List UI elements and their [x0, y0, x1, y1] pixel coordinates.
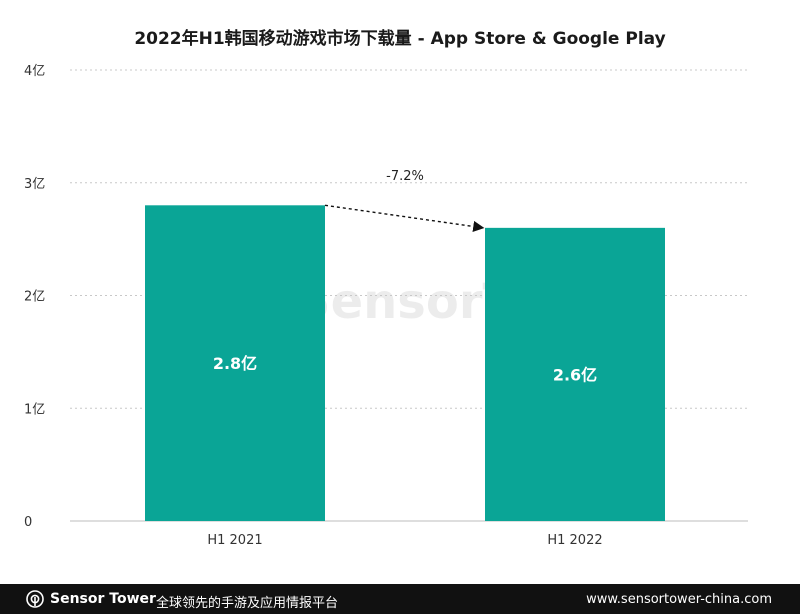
bars: 2.8亿 2.6亿	[145, 205, 665, 522]
footer: Sensor Tower 全球领先的手游及应用情报平台 www.sensorto…	[0, 584, 800, 614]
y-tick-label: 1亿	[24, 402, 45, 417]
y-tick-label: 2亿	[24, 290, 45, 305]
change-arrow	[324, 204, 485, 233]
y-tick-label: 0	[24, 515, 32, 530]
bar	[485, 227, 665, 521]
footer-url[interactable]: www.sensortower-china.com	[586, 592, 772, 607]
bar-chart: 0 1亿 2亿 3亿 4亿 2.8亿 2.6亿 H1 2021 H1 2022 -7.2%	[24, 64, 748, 548]
chart-title: 2022年H1韩国移动游戏市场下载量 - App Store & Google …	[134, 29, 666, 49]
y-tick-label: 3亿	[24, 177, 45, 192]
change-annotation: -7.2%	[324, 169, 485, 233]
x-tick-label: H1 2021	[207, 533, 262, 548]
bar	[145, 205, 325, 522]
bar-value-label: 2.6亿	[553, 365, 597, 384]
x-axis: H1 2021 H1 2022	[207, 533, 602, 548]
y-axis: 0 1亿 2亿 3亿 4亿	[24, 64, 45, 530]
sensortower-logo-icon	[26, 590, 44, 608]
change-label: -7.2%	[386, 169, 424, 184]
footer-tagline: 全球领先的手游及应用情报平台	[156, 596, 339, 611]
y-tick-label: 4亿	[24, 64, 45, 79]
x-tick-label: H1 2022	[547, 533, 602, 548]
footer-brand: Sensor Tower	[50, 591, 156, 607]
bar-value-label: 2.8亿	[213, 354, 257, 373]
